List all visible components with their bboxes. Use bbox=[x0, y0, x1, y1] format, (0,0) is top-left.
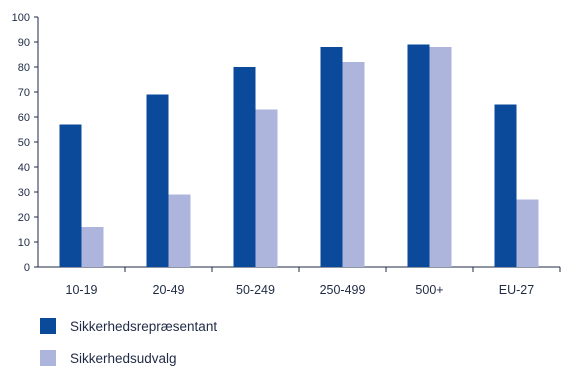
y-tick-label: 10 bbox=[18, 237, 30, 249]
y-tick-label: 30 bbox=[18, 187, 30, 199]
y-tick-label: 80 bbox=[18, 62, 30, 74]
chart-bars bbox=[59, 44, 539, 267]
legend-label-series-2: Sikkerhedsudvalg bbox=[70, 350, 177, 366]
legend-item-series-2: Sikkerhedsudvalg bbox=[40, 350, 177, 366]
chart-axes bbox=[34, 16, 561, 272]
legend-swatch-series-2 bbox=[40, 350, 56, 366]
y-tick-label: 20 bbox=[18, 212, 30, 224]
legend-item-series-1: Sikkerhedsrepræsentant bbox=[40, 318, 217, 334]
legend-label-series-1: Sikkerhedsrepræsentant bbox=[70, 318, 218, 334]
bar-series-2 bbox=[168, 194, 191, 267]
x-category-label: 250-499 bbox=[320, 283, 366, 297]
bar-series-1 bbox=[320, 47, 343, 267]
y-tick-label: 70 bbox=[18, 87, 30, 99]
x-category-label: EU-27 bbox=[499, 283, 534, 297]
bar-series-2 bbox=[429, 47, 452, 267]
y-tick-label: 100 bbox=[12, 12, 30, 24]
bar-series-1 bbox=[59, 124, 82, 267]
bar-chart: 0 10 20 30 40 50 60 70 80 90 100 10-19 20-49 50-249 25… bbox=[12, 12, 561, 297]
bar-series-2 bbox=[516, 199, 539, 267]
bar-series-1 bbox=[407, 44, 430, 267]
bar-series-1 bbox=[494, 104, 517, 267]
legend-swatch-series-1 bbox=[40, 318, 56, 334]
bar-series-2 bbox=[342, 62, 365, 267]
x-category-label: 10-19 bbox=[66, 283, 98, 297]
bar-series-2 bbox=[81, 227, 104, 267]
bar-series-1 bbox=[146, 94, 169, 267]
bar-series-2 bbox=[255, 109, 278, 267]
y-tick-label: 90 bbox=[18, 37, 30, 49]
x-category-label: 50-249 bbox=[236, 283, 275, 297]
y-tick-label: 50 bbox=[18, 137, 30, 149]
x-category-label: 500+ bbox=[415, 283, 443, 297]
y-tick-label: 60 bbox=[18, 112, 30, 124]
bar-series-1 bbox=[233, 67, 256, 267]
x-category-label: 20-49 bbox=[153, 283, 185, 297]
chart-labels: 0 10 20 30 40 50 60 70 80 90 100 10-19 20-49 50-249 25… bbox=[12, 12, 535, 297]
y-tick-label: 40 bbox=[18, 162, 30, 174]
y-tick-label: 0 bbox=[24, 262, 30, 274]
